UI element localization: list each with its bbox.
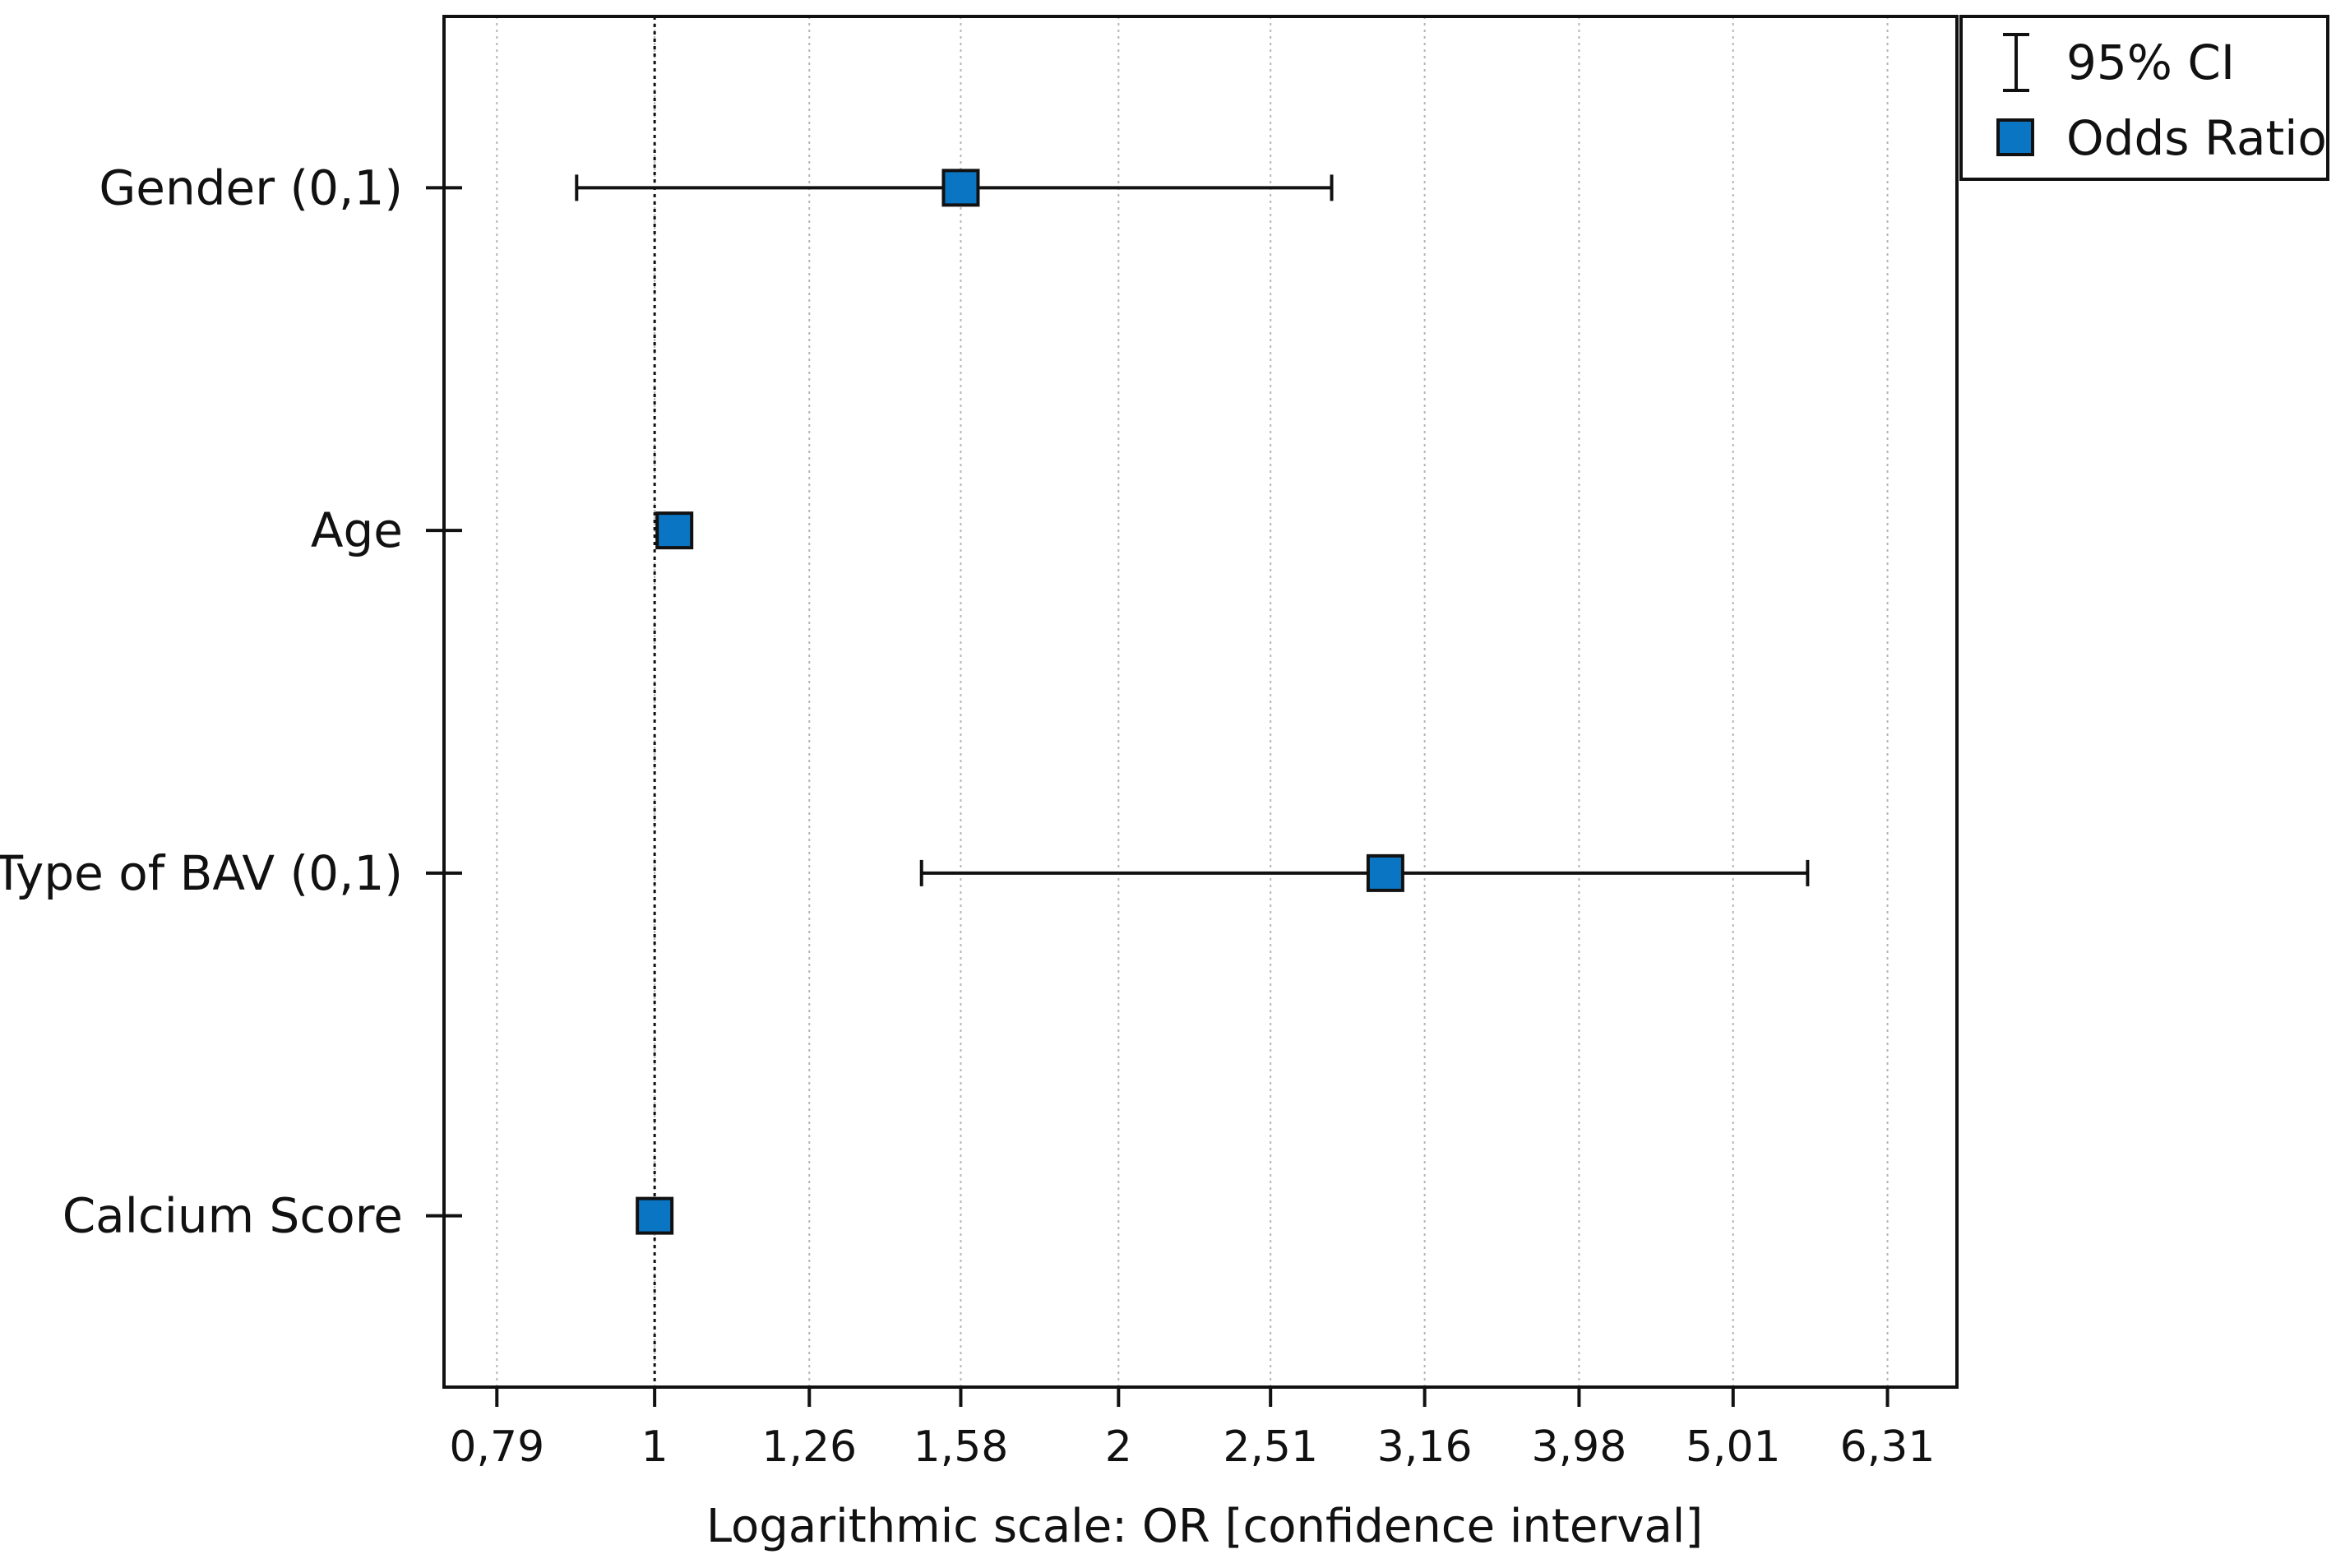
x-tick-label: 2,51: [1223, 1422, 1318, 1472]
x-tick-label: 0,79: [449, 1422, 544, 1472]
plot-frame: [442, 15, 1959, 1389]
odds-ratio-marker: [636, 1196, 674, 1235]
odds-ratio-markers: [636, 169, 1404, 1235]
x-tick-label: 5,01: [1686, 1422, 1781, 1472]
legend-label-ci: 95% CI: [2066, 35, 2235, 90]
confidence-intervals: [575, 174, 1810, 886]
grid-lines: [496, 16, 1889, 1387]
x-tick-label: 1,26: [761, 1422, 857, 1472]
x-tick-label: 3,98: [1532, 1422, 1627, 1472]
legend: 95% CI Odds Ratio: [1959, 15, 2329, 181]
x-axis-title: Logarithmic scale: OR [confidence interv…: [706, 1500, 1703, 1553]
odds-ratio-marker: [941, 169, 980, 207]
x-tick-label: 3,16: [1377, 1422, 1473, 1472]
legend-square-icon: [1996, 118, 2034, 156]
y-ticks: Gender (0,1) Age Type of BAV (0,1) Calcium …: [0, 160, 462, 1244]
category-label: Calcium Score: [62, 1188, 403, 1244]
x-tick-label: 1,58: [914, 1422, 1009, 1472]
x-ticks: 0,79 1 1,26 1,58 2 2,51 3,16 3,98 5,01 6,31: [449, 1387, 1935, 1472]
x-tick-label: 2: [1105, 1422, 1132, 1472]
odds-ratio-marker: [655, 511, 694, 550]
category-label: Gender (0,1): [99, 160, 403, 215]
legend-label-or: Odds Ratio: [2066, 110, 2327, 166]
category-label: Age: [311, 502, 403, 558]
category-label: Type of BAV (0,1): [0, 845, 403, 901]
odds-ratio-marker: [1366, 853, 1404, 892]
x-tick-label: 1: [641, 1422, 668, 1472]
x-tick-label: 6,31: [1840, 1422, 1936, 1472]
legend-ci-icon: [2003, 33, 2029, 92]
